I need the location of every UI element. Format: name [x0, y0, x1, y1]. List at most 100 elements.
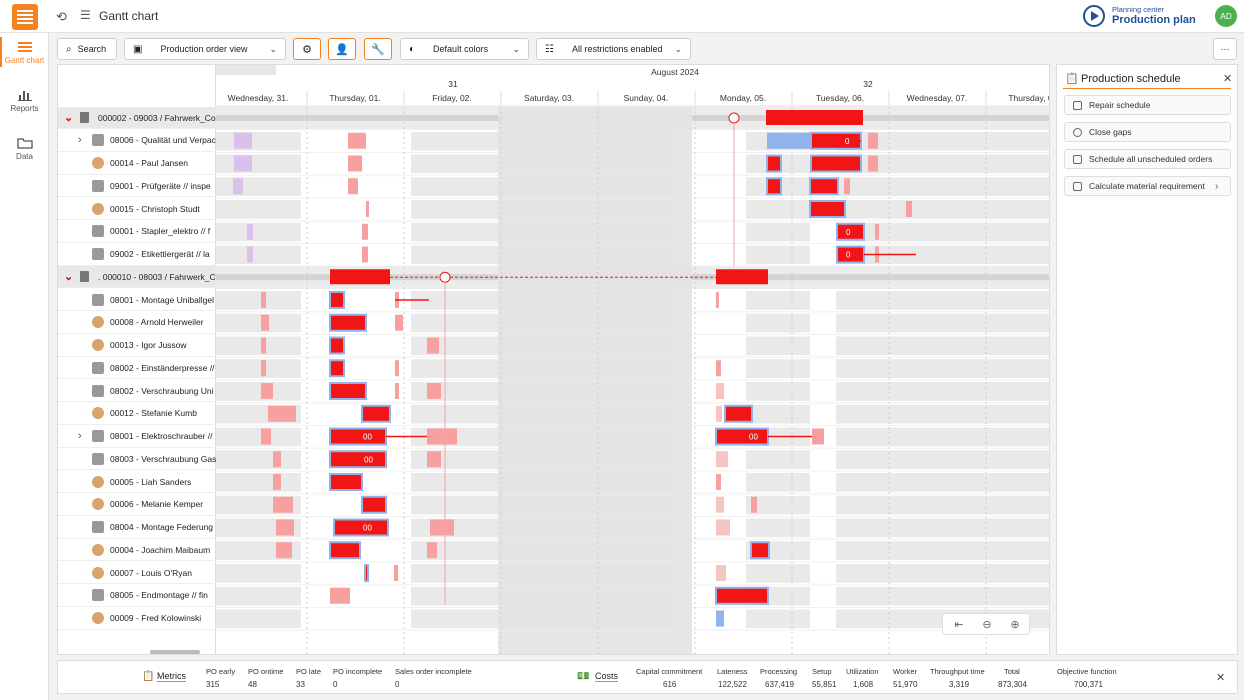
- gantt-bar[interactable]: [348, 155, 362, 172]
- resource-row[interactable]: 00004 - Joachim Maibaum: [58, 539, 216, 562]
- gantt-bar[interactable]: [273, 451, 281, 468]
- gantt-bar[interactable]: [868, 132, 878, 149]
- gantt-bar[interactable]: [427, 337, 439, 354]
- gantt-bar[interactable]: [868, 155, 878, 172]
- resource-row[interactable]: 08003 - Verschraubung Gas: [58, 448, 216, 471]
- gantt-bar[interactable]: [329, 427, 387, 446]
- zoom-in-icon[interactable]: ⊕: [1010, 619, 1020, 631]
- order-group-row[interactable]: ⌄ 000002 - 09003 / Fahrwerk_Co: [58, 107, 216, 129]
- gantt-bar[interactable]: [395, 383, 399, 399]
- gantt-bar[interactable]: [875, 223, 879, 240]
- gantt-bar[interactable]: [716, 610, 724, 627]
- gantt-bar[interactable]: [268, 405, 296, 422]
- gantt-bar[interactable]: [329, 359, 345, 378]
- gantt-bar[interactable]: [812, 428, 824, 445]
- gantt-bar[interactable]: [395, 314, 403, 331]
- resource-row[interactable]: 00007 - Louis O'Ryan: [58, 562, 216, 584]
- gantt-bar[interactable]: [716, 360, 721, 377]
- nav-gantt-chart[interactable]: Gantt chart: [0, 41, 49, 65]
- gantt-bar[interactable]: [766, 177, 782, 196]
- gantt-bar[interactable]: [809, 177, 839, 196]
- restrictions-select[interactable]: ☷ All restrictions enabled ⌄: [536, 38, 691, 60]
- costs-tab[interactable]: Costs: [595, 671, 619, 682]
- gantt-bar[interactable]: [716, 292, 719, 308]
- close-icon[interactable]: ✕: [1223, 73, 1233, 85]
- gantt-bar[interactable]: [716, 405, 722, 422]
- app-logo[interactable]: [12, 4, 38, 30]
- gantt-bar[interactable]: [234, 132, 252, 149]
- resource-row[interactable]: 00015 - Christoph Studt: [58, 198, 216, 220]
- gantt-bar[interactable]: [361, 495, 387, 514]
- tools-button[interactable]: 🔧: [364, 38, 392, 60]
- resource-row[interactable]: 00005 - Liah Sanders: [58, 471, 216, 493]
- timeline[interactable]: August 2024 31 32 Wednesday, 31. Thursday, 0…: [216, 65, 1050, 655]
- avatar[interactable]: AD: [1215, 5, 1237, 27]
- gantt-bar[interactable]: [716, 383, 724, 399]
- gantt-bar[interactable]: [273, 496, 293, 513]
- gantt-bar[interactable]: [751, 496, 757, 513]
- gantt-bar[interactable]: [247, 246, 253, 263]
- gantt-bar[interactable]: [366, 201, 369, 217]
- gantt-bar[interactable]: [427, 428, 457, 445]
- resource-row[interactable]: › 08001 - Elektroschrauber //: [58, 426, 216, 448]
- more-button[interactable]: ···: [1213, 38, 1237, 60]
- nav-data[interactable]: Data: [0, 137, 49, 161]
- resource-row[interactable]: 08002 - Verschraubung Uni: [58, 380, 216, 402]
- resource-row[interactable]: 08005 - Endmontage // fin: [58, 585, 216, 607]
- calculate-material-button[interactable]: Calculate material requirement ›: [1064, 176, 1231, 196]
- gantt-bar[interactable]: [716, 496, 724, 513]
- play-icon[interactable]: [1083, 5, 1105, 27]
- resource-row[interactable]: 08001 - Montage Uniballgel: [58, 289, 216, 311]
- gantt-bar[interactable]: [906, 201, 912, 217]
- search-button[interactable]: ⌕ Search: [57, 38, 117, 60]
- gantt-bar[interactable]: [261, 337, 266, 354]
- gantt-bar[interactable]: [427, 542, 437, 559]
- gantt-bar[interactable]: [234, 155, 252, 172]
- expand-icon[interactable]: ›: [78, 430, 82, 442]
- collapse-icon[interactable]: ⌄: [64, 112, 74, 124]
- history-icon[interactable]: ⟲: [56, 9, 67, 24]
- gantt-bar[interactable]: [362, 246, 368, 263]
- gantt-bar[interactable]: [427, 451, 441, 468]
- resource-row[interactable]: 09001 - Prüfgeräte // inspe: [58, 175, 216, 198]
- schedule-all-button[interactable]: Schedule all unscheduled orders: [1064, 149, 1231, 169]
- gantt-bar[interactable]: [427, 383, 441, 399]
- expand-icon[interactable]: ›: [78, 134, 82, 147]
- gantt-bar[interactable]: [329, 291, 345, 309]
- gantt-bar[interactable]: [716, 519, 730, 536]
- production-plan-title[interactable]: Production plan: [1112, 14, 1196, 26]
- gantt-bar[interactable]: [716, 565, 726, 581]
- gantt-bar[interactable]: [716, 451, 728, 468]
- jump-start-icon[interactable]: ⇤: [954, 619, 964, 631]
- gantt-bar[interactable]: [724, 404, 753, 423]
- colors-select[interactable]: ◐ Default colors ⌄: [400, 38, 529, 60]
- zoom-out-icon[interactable]: ⊖: [982, 619, 992, 631]
- collapse-icon[interactable]: ⌄: [64, 271, 74, 284]
- order-group-row[interactable]: ⌄ . 000010 - 08003 / Fahrwerk_C: [58, 266, 216, 289]
- gantt-bar[interactable]: [716, 269, 768, 285]
- gantt-bar[interactable]: [261, 292, 266, 308]
- gantt-bar[interactable]: [810, 154, 862, 173]
- gantt-bar[interactable]: [836, 222, 865, 241]
- resource-row[interactable]: 00009 - Fred Kolowinski: [58, 608, 216, 630]
- gantt-bar[interactable]: [233, 178, 243, 195]
- gantt-bar[interactable]: [361, 404, 391, 423]
- gantt-bar[interactable]: [716, 474, 721, 490]
- settings-button[interactable]: ⚙: [293, 38, 321, 60]
- gantt-bar[interactable]: [276, 542, 292, 559]
- view-select[interactable]: ▣ Production order view ⌄: [124, 38, 286, 60]
- resource-row[interactable]: 09002 - Etikettiergerät // la: [58, 244, 216, 266]
- resource-row[interactable]: 08004 - Montage Federung: [58, 517, 216, 539]
- gantt-bar[interactable]: [247, 223, 253, 240]
- resource-row[interactable]: 08002 - Einständerpresse //: [58, 357, 216, 380]
- gantt-bar[interactable]: [329, 313, 367, 332]
- resource-row[interactable]: 00008 - Arnold Herweiler: [58, 312, 216, 334]
- gantt-bar[interactable]: [348, 132, 366, 149]
- resource-row[interactable]: › 08006 - Qualität und Verpac: [58, 130, 216, 152]
- gantt-bar[interactable]: [330, 587, 350, 604]
- repair-schedule-button[interactable]: Repair schedule: [1064, 95, 1231, 115]
- resource-row[interactable]: 00013 - Igor Jussow: [58, 335, 216, 357]
- gantt-bar[interactable]: [261, 360, 266, 377]
- gantt-bar[interactable]: [766, 110, 863, 125]
- gantt-bar[interactable]: [329, 450, 387, 469]
